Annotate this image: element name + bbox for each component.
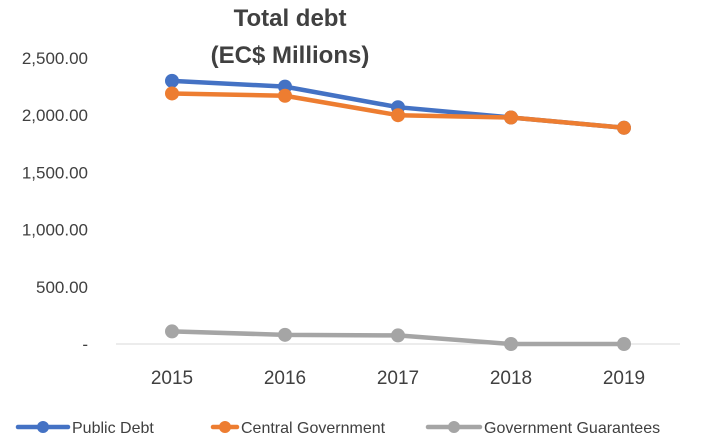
legend-label: Central Government [241, 420, 386, 437]
series-central-government [165, 86, 631, 135]
x-tick-label: 2016 [264, 368, 306, 389]
data-point [165, 73, 179, 88]
y-tick-label: 2,500.00 [22, 49, 88, 68]
data-point [278, 327, 292, 342]
data-point [278, 88, 292, 103]
data-point [617, 337, 631, 351]
data-point [165, 324, 179, 339]
x-axis-tick-labels: 2015 2016 2017 2018 2019 [151, 368, 645, 389]
legend-item: Public Debt [15, 420, 154, 437]
y-tick-label: - [82, 335, 88, 354]
legend-swatch-marker [448, 421, 460, 433]
legend-label: Government Guarantees [484, 420, 660, 437]
y-tick-label: 1,000.00 [22, 221, 88, 240]
chart-title-line-1: Total debt [234, 5, 347, 32]
y-tick-label: 500.00 [36, 278, 88, 297]
y-axis-tick-labels: - 500.00 1,000.00 1,500.00 2,000.00 2,500.00 [22, 49, 88, 354]
legend-label: Public Debt [72, 420, 154, 437]
data-point [165, 86, 179, 101]
legend-swatch-marker [219, 421, 231, 433]
legend-item: Government Guarantees [425, 420, 660, 437]
data-point [504, 337, 518, 351]
data-point [617, 120, 631, 135]
x-tick-label: 2018 [490, 368, 532, 389]
chart-title-line-2: (EC$ Millions) [211, 42, 370, 69]
x-tick-label: 2019 [603, 368, 645, 389]
legend-item: Central Government [210, 420, 386, 437]
series-public-debt [165, 73, 631, 135]
data-point [504, 110, 518, 125]
legend-swatch-marker [37, 421, 49, 433]
x-tick-label: 2015 [151, 368, 193, 389]
series-government-guarantees [165, 324, 631, 351]
y-tick-label: 1,500.00 [22, 163, 88, 182]
y-tick-label: 2,000.00 [22, 106, 88, 125]
series-layer [165, 73, 631, 351]
data-point [391, 108, 405, 123]
data-point [391, 328, 405, 343]
x-tick-label: 2017 [377, 368, 419, 389]
legend: Public Debt Central Government Government … [15, 420, 660, 437]
